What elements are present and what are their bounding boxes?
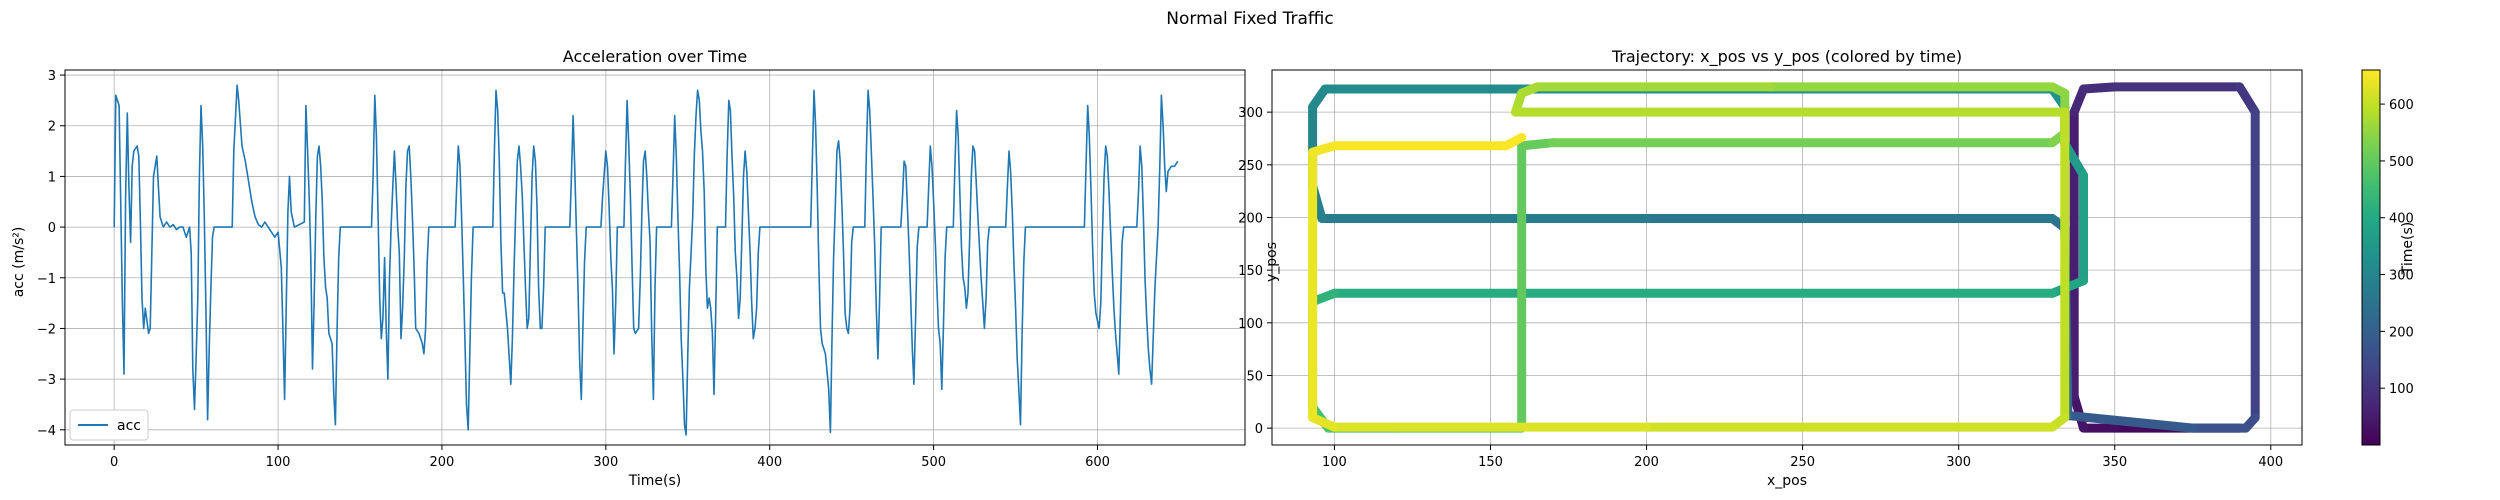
- trajectory-x-tick-label: 150: [1478, 455, 1503, 470]
- acceleration-x-tick-label: 0: [110, 455, 118, 470]
- trajectory-segment: [2063, 411, 2198, 433]
- trajectory-x-tick-label: 250: [1790, 455, 1815, 470]
- trajectory-segment: [2235, 82, 2260, 117]
- acceleration-x-tick-label: 200: [430, 455, 455, 470]
- acceleration-legend: acc: [69, 409, 149, 441]
- acceleration-chart: Acceleration over Time 0 100 200 300 400 500 6…: [11, 47, 1246, 489]
- trajectory-segment: [1501, 132, 1527, 151]
- trajectory-y-tick-label: 300: [1238, 106, 1263, 121]
- acceleration-y-tick-label: 2: [48, 120, 56, 135]
- colorbar-tick-label: 100: [2389, 382, 2414, 397]
- acceleration-y-tick-label: −3: [37, 373, 56, 388]
- acceleration-x-tick-label: 100: [266, 455, 291, 470]
- trajectory-x-tick-label: 200: [1634, 455, 1659, 470]
- trajectory-segment: [2079, 82, 2120, 94]
- trajectory-x-tick-label: 350: [2102, 455, 2127, 470]
- trajectory-y-tick-label: 150: [1238, 264, 1263, 279]
- colorbar-tick-label: 600: [2389, 98, 2414, 113]
- trajectory-y-tick-label: 200: [1238, 211, 1263, 226]
- colorbar-label: Time(s): [2400, 222, 2416, 275]
- acceleration-y-tick-label: 1: [48, 170, 56, 185]
- trajectory-chart-title: Trajectory: x_pos vs y_pos (colored by t…: [1611, 47, 1962, 67]
- trajectory-chart: Trajectory: x_pos vs y_pos (colored by t…: [1238, 47, 2303, 489]
- trajectory-y-tick-label: 100: [1238, 317, 1263, 332]
- colorbar-tick-label: 300: [2389, 269, 2414, 284]
- acceleration-y-tick-label: 0: [48, 221, 56, 236]
- trajectory-y-tick-label: 250: [1238, 159, 1263, 174]
- acceleration-y-tick-label: −1: [37, 272, 56, 287]
- acceleration-y-tick-label: −4: [37, 424, 56, 439]
- acceleration-y-tick-label: 3: [48, 69, 56, 84]
- acceleration-x-tick-label: 600: [1085, 455, 1110, 470]
- acceleration-y-label: acc (m/s²): [11, 227, 27, 298]
- trajectory-y-label: y_pos: [1264, 242, 1280, 282]
- trajectory-y-tick-label: 0: [1255, 422, 1263, 437]
- colorbar-tick-label: 500: [2389, 155, 2414, 170]
- trajectory-ticks: 100 150 200 250 300 350 400 0 50 100 150 200 250 300: [1238, 106, 2283, 470]
- colorbar-tick-label: 400: [2389, 212, 2414, 227]
- time-colorbar: 100 200 300 400 500 600 Time(s): [2361, 69, 2416, 446]
- acceleration-chart-title: Acceleration over Time: [563, 47, 747, 66]
- trajectory-x-tick-label: 100: [1322, 455, 1347, 470]
- colorbar-gradient: [2361, 69, 2381, 446]
- trajectory-x-label: x_pos: [1767, 473, 1807, 489]
- colorbar-tick-label: 200: [2389, 325, 2414, 340]
- colorbar-ticks: 100 200 300 400 500 600: [2380, 98, 2414, 397]
- trajectory-grid: [1272, 70, 2302, 445]
- acceleration-plot-frame: [64, 69, 1246, 446]
- trajectory-y-tick-label: 50: [1246, 369, 1263, 384]
- trajectory-x-tick-label: 300: [1946, 455, 1971, 470]
- acc-series-line: [113, 84, 1179, 436]
- acceleration-x-tick-label: 500: [921, 455, 946, 470]
- acceleration-x-tick-label: 300: [593, 455, 618, 470]
- acceleration-ticks: 0 100 200 300 400 500 600 −4 −3 −2 −1 0 1 2 3: [37, 69, 1110, 470]
- trajectory-segment: [1517, 138, 1558, 151]
- trajectory-path: [1308, 82, 2260, 433]
- legend-acc-label: acc: [117, 418, 141, 434]
- trajectory-x-tick-label: 400: [2258, 455, 2283, 470]
- acceleration-y-tick-label: −2: [37, 322, 56, 337]
- trajectory-plot-frame: [1271, 69, 2303, 446]
- figure-suptitle: Normal Fixed Traffic: [1166, 9, 1333, 29]
- acceleration-x-label: Time(s): [628, 473, 681, 489]
- acceleration-x-tick-label: 400: [757, 455, 782, 470]
